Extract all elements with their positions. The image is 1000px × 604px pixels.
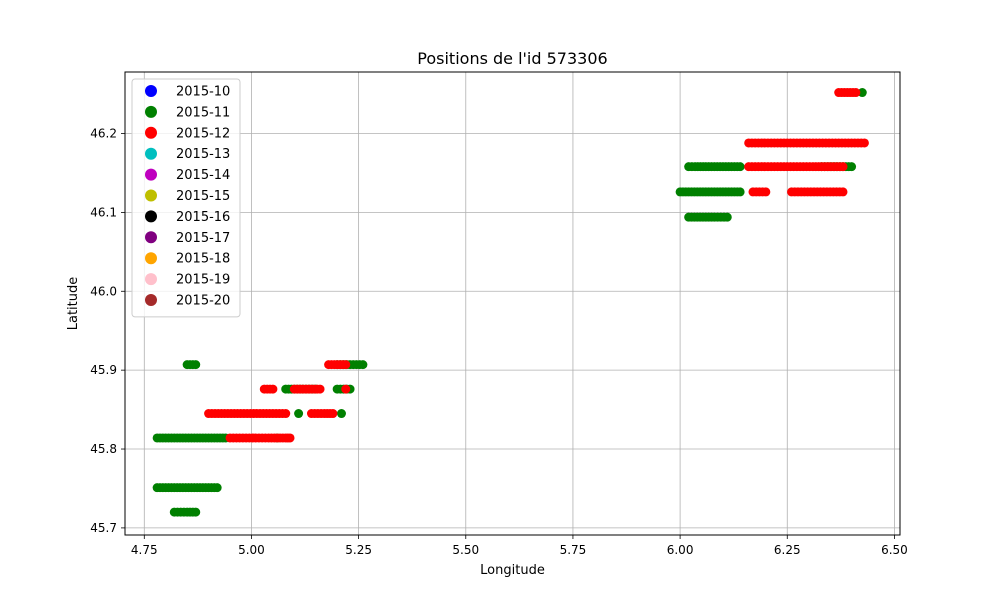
data-point: [857, 88, 867, 98]
legend-box: [131, 78, 241, 318]
plot-frame: [124, 71, 901, 536]
data-point: [735, 162, 745, 172]
data-point: [281, 409, 291, 419]
data-point: [341, 384, 351, 394]
data-point: [336, 409, 346, 419]
x-tick-label: 5.00: [238, 543, 265, 557]
legend-label: 2015-18: [176, 252, 230, 267]
legend-label: 2015-10: [176, 85, 230, 100]
data-point: [851, 88, 861, 98]
x-tick-label: 4.75: [131, 543, 158, 557]
y-tick-label: 46.2: [90, 127, 117, 141]
legend-marker: [145, 147, 157, 160]
x-tick-label: 6.50: [881, 543, 908, 557]
data-point: [285, 433, 295, 443]
y-axis-label: Latitude: [66, 277, 81, 331]
legend-marker: [145, 168, 157, 181]
data-point: [268, 384, 278, 394]
data-point: [294, 409, 304, 419]
legend-marker: [145, 189, 157, 202]
legend-marker: [145, 294, 157, 306]
legend-label: 2015-12: [176, 126, 230, 141]
legend-label: 2015-13: [176, 147, 230, 162]
data-point: [838, 162, 848, 172]
x-tick-label: 6.00: [667, 543, 694, 557]
legend-marker: [145, 210, 157, 223]
data-point: [735, 187, 745, 197]
legend-marker: [145, 105, 157, 118]
data-point: [358, 360, 368, 370]
legend-label: 2015-14: [176, 168, 230, 183]
data-point: [847, 162, 857, 172]
data-point: [328, 409, 338, 419]
data-point: [315, 384, 325, 394]
data-point: [859, 138, 869, 148]
legend-label: 2015-17: [176, 231, 230, 246]
data-point: [191, 507, 201, 517]
y-tick-label: 45.7: [90, 521, 117, 535]
axis-ticks: 4.75 5.00 5.25 5.50 5.75 6.00 6.25 6.50 45.7 45.8…: [90, 127, 908, 557]
data-point: [838, 187, 848, 197]
grid: [125, 72, 900, 535]
data-point: [212, 483, 222, 493]
y-tick-label: 46.1: [90, 205, 117, 219]
x-axis-label: Longitude: [480, 563, 545, 578]
legend-label: 2015-20: [176, 294, 230, 309]
legend-marker: [145, 252, 157, 265]
legend-label: 2015-19: [176, 273, 230, 288]
legend-label: 2015-16: [176, 210, 230, 225]
x-tick-label: 6.25: [774, 543, 801, 557]
data-point: [761, 187, 771, 197]
x-tick-label: 5.50: [452, 543, 479, 557]
legend-marker: [145, 273, 157, 286]
legend-label: 2015-15: [176, 189, 230, 204]
chart-title: Positions de l'id 573306: [417, 49, 607, 68]
data-point: [341, 360, 351, 370]
legend-marker: [145, 85, 157, 97]
x-tick-label: 5.75: [560, 543, 587, 557]
legend-label: 2015-11: [176, 105, 230, 120]
y-tick-label: 45.8: [90, 442, 117, 456]
y-tick-label: 45.9: [90, 363, 117, 377]
data-point: [191, 360, 201, 370]
data-points: [152, 88, 869, 517]
y-tick-label: 46.0: [90, 284, 117, 298]
legend: 2015-10 2015-11 2015-12 2015-13 2015-14 2015-…: [131, 78, 241, 318]
legend-marker: [145, 231, 157, 244]
x-tick-label: 5.25: [345, 543, 372, 557]
data-point: [722, 212, 732, 222]
legend-marker: [145, 126, 157, 139]
